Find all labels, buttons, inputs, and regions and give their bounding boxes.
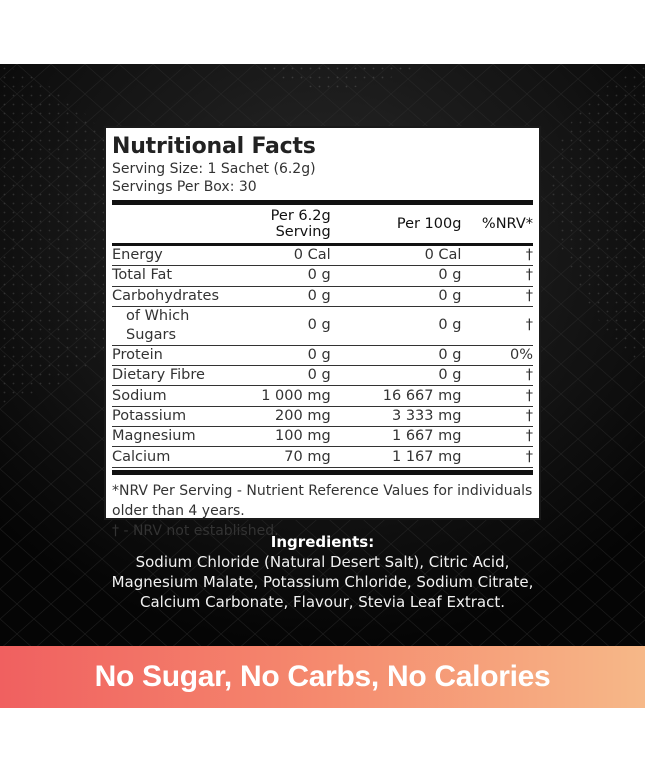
table-row: Sodium 1 000 mg 16 667 mg † bbox=[112, 385, 533, 407]
table-row: Magnesium 100 mg 1 667 mg † bbox=[112, 426, 533, 448]
table-row: Protein 0 g 0 g 0% bbox=[112, 345, 533, 367]
nrv-not-established-note: † - NRV not established. bbox=[112, 522, 279, 539]
per-100g-value: 0 g bbox=[330, 306, 462, 346]
per-100g-value: 0 Cal bbox=[330, 246, 462, 267]
nutrient-name: Magnesium bbox=[112, 426, 244, 448]
nrv-value: † bbox=[461, 265, 533, 287]
ingredients-line: Sodium Chloride (Natural Desert Salt), C… bbox=[135, 553, 510, 571]
nutrient-name: Potassium bbox=[112, 406, 244, 428]
nrv-value: † bbox=[461, 246, 533, 267]
nutrient-name: Dietary Fibre bbox=[112, 365, 244, 387]
per-100g-value: 1 167 mg bbox=[330, 446, 462, 468]
thick-divider bbox=[112, 200, 533, 205]
nutrition-facts-label: Nutritional Facts Serving Size: 1 Sachet… bbox=[104, 126, 541, 539]
table-row: Dietary Fibre 0 g 0 g † bbox=[112, 365, 533, 387]
nrv-value: † bbox=[461, 426, 533, 448]
nutrient-name: Sodium bbox=[112, 385, 244, 407]
column-header-per100g: Per 100g bbox=[396, 216, 462, 232]
nrv-value: † bbox=[461, 286, 533, 307]
column-header-nrv: %NRV* bbox=[481, 216, 533, 232]
bottom-thick-divider bbox=[112, 469, 533, 475]
per-100g-value: 3 333 mg bbox=[330, 406, 462, 428]
banner-text: No Sugar, No Carbs, No Calories bbox=[94, 660, 551, 693]
servings-per-box: Servings Per Box: 30 bbox=[112, 179, 257, 195]
per-100g-value: 16 667 mg bbox=[330, 385, 462, 407]
nrv-value: † bbox=[461, 446, 533, 468]
nrv-footnote: *NRV Per Serving - Nutrient Reference Va… bbox=[112, 482, 533, 519]
nutrition-table: Per 6.2g Serving Per 100g %NRV* Energy 0… bbox=[112, 205, 533, 468]
nutrient-name: Calcium bbox=[112, 446, 244, 468]
per-100g-value: 1 667 mg bbox=[330, 426, 462, 448]
per-serving-value: 0 Cal bbox=[243, 246, 331, 267]
nrv-value: † bbox=[461, 385, 533, 407]
per-100g-value: 0 g bbox=[330, 265, 462, 287]
nutrient-name: Carbohydrates bbox=[112, 286, 244, 307]
per-serving-value: 70 mg bbox=[243, 446, 331, 468]
nrv-value: † bbox=[461, 406, 533, 428]
per-serving-value: 1 000 mg bbox=[243, 385, 331, 407]
table-row: Total Fat 0 g 0 g † bbox=[112, 265, 533, 287]
nutrient-name: Energy bbox=[112, 246, 244, 267]
table-row: Calcium 70 mg 1 167 mg † bbox=[112, 446, 533, 468]
table-row: Energy 0 Cal 0 Cal † bbox=[112, 246, 533, 267]
nrv-value: † bbox=[461, 306, 533, 346]
label-title: Nutritional Facts bbox=[112, 134, 316, 159]
ingredients-line: Magnesium Malate, Potassium Chloride, So… bbox=[111, 573, 534, 591]
per-serving-value: 100 mg bbox=[243, 426, 331, 448]
per-100g-value: 0 g bbox=[330, 345, 462, 367]
ingredients-line: Calcium Carbonate, Flavour, Stevia Leaf … bbox=[140, 593, 505, 611]
claims-banner: No Sugar, No Carbs, No Calories bbox=[0, 646, 645, 708]
per-serving-value: 0 g bbox=[243, 306, 331, 346]
per-serving-value: 0 g bbox=[243, 286, 331, 307]
serving-size: Serving Size: 1 Sachet (6.2g) bbox=[112, 161, 316, 177]
per-serving-value: 0 g bbox=[243, 265, 331, 287]
per-serving-value: 200 mg bbox=[243, 406, 331, 428]
per-100g-value: 0 g bbox=[330, 365, 462, 387]
per-serving-value: 0 g bbox=[243, 365, 331, 387]
header-divider bbox=[112, 243, 533, 246]
ingredients-section: Ingredients: Sodium Chloride (Natural De… bbox=[0, 532, 645, 612]
per-100g-value: 0 g bbox=[330, 286, 462, 307]
table-row: of Which Sugars 0 g 0 g † bbox=[112, 306, 533, 346]
nutrient-name: of Which Sugars bbox=[112, 306, 244, 346]
per-serving-value: 0 g bbox=[243, 345, 331, 367]
nrv-value: † bbox=[461, 365, 533, 387]
table-header-row: Per 6.2g Serving Per 100g %NRV* bbox=[112, 205, 533, 243]
nutrient-name: Total Fat bbox=[112, 265, 244, 287]
nrv-value: 0% bbox=[461, 345, 533, 367]
column-header-serving: Per 6.2g Serving bbox=[270, 208, 331, 240]
table-row: Potassium 200 mg 3 333 mg † bbox=[112, 406, 533, 428]
ingredients-title: Ingredients: bbox=[270, 533, 375, 551]
nutrient-name: Protein bbox=[112, 345, 244, 367]
table-row: Carbohydrates 0 g 0 g † bbox=[112, 286, 533, 307]
